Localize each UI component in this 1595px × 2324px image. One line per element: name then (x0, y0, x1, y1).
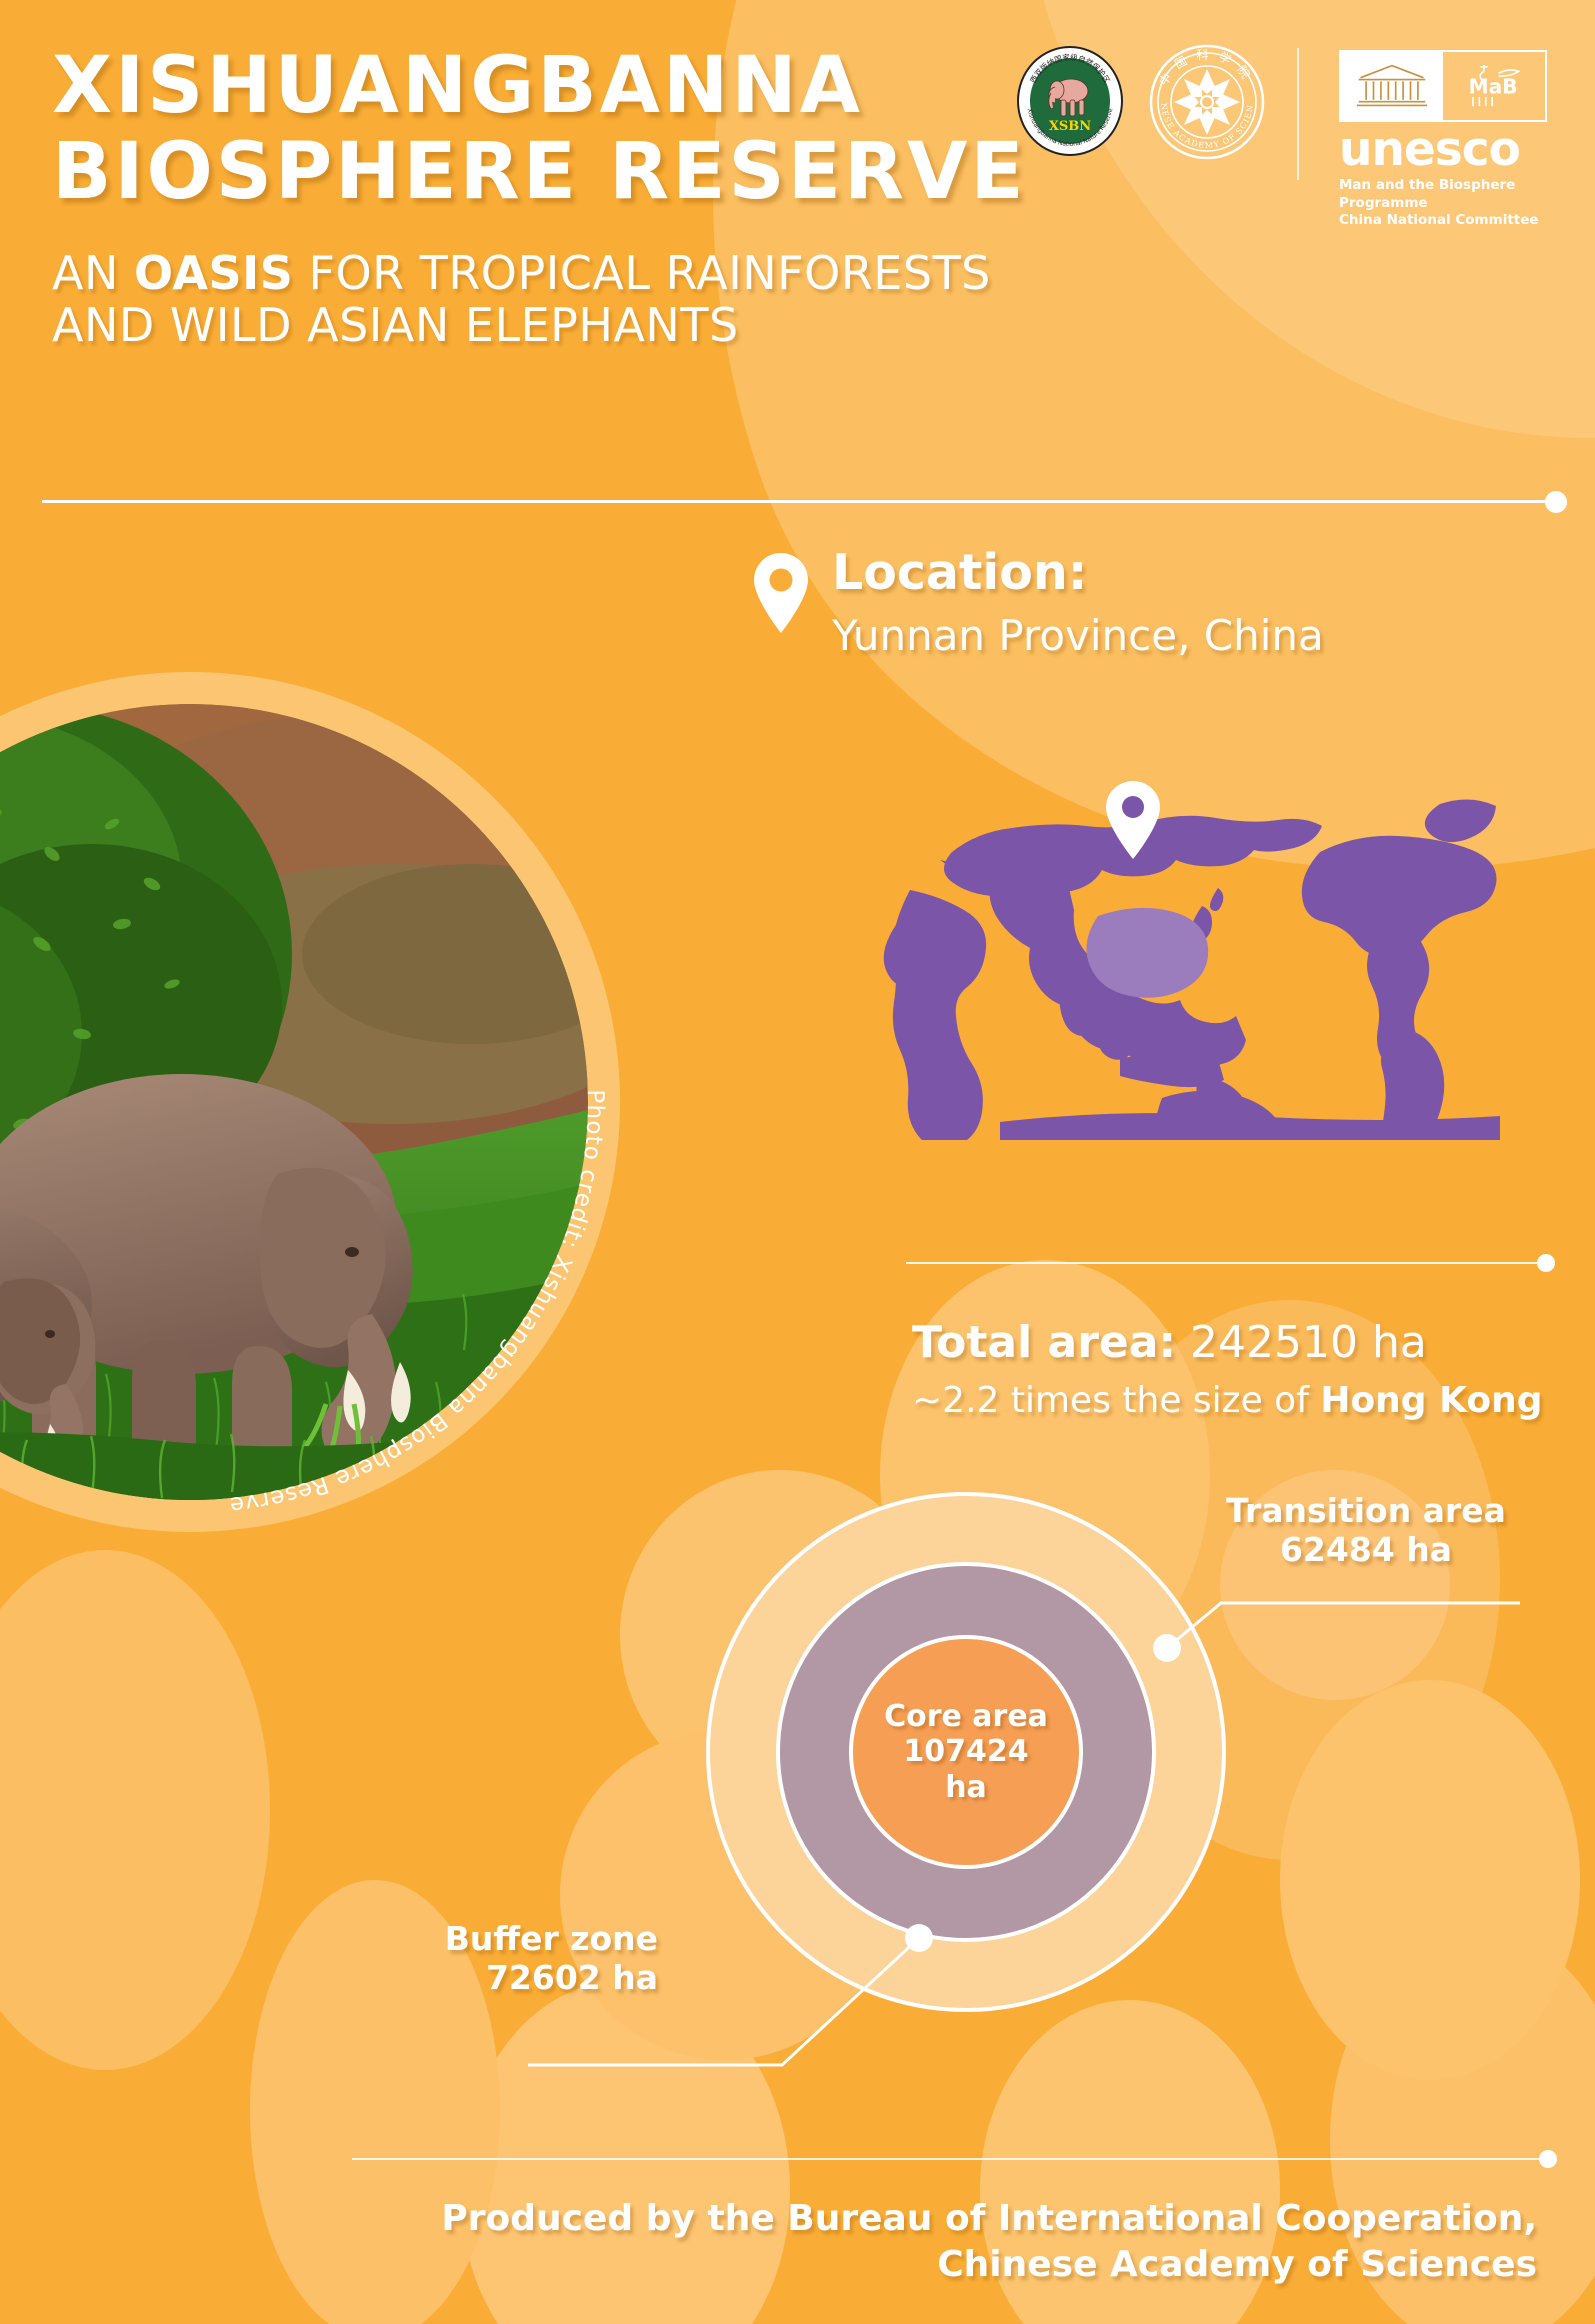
xsbn-logo: XSBN 西双版纳国家级自然保护区 Xishuangbanna National… (1015, 46, 1125, 156)
zone-core-unit: ha (945, 1769, 987, 1805)
zone-transition-value: 62484 ha (1279, 1529, 1453, 1569)
world-map (880, 740, 1500, 1186)
page-title: XISHUANGBANNA BIOSPHERE RESERVE (52, 47, 1072, 218)
zone-buffer-label: Buffer zone 72602 ha (358, 1919, 658, 1998)
map-pin-icon (752, 552, 810, 634)
location-block: Location: Yunnan Province, China (752, 548, 1324, 659)
total-area-block: Total area: 242510 ha ~2.2 times the siz… (912, 1317, 1562, 1422)
divider-bottom (352, 2150, 1557, 2168)
total-area-line: Total area: 242510 ha (912, 1317, 1562, 1369)
zone-core-circle: Core area 107424 ha (849, 1635, 1083, 1869)
svg-text:XSBN: XSBN (1049, 119, 1091, 134)
location-value: Yunnan Province, China (832, 611, 1324, 660)
title-line-2: BIOSPHERE RESERVE (52, 127, 1027, 218)
unesco-temple-icon (1341, 52, 1443, 120)
location-label: Location: (832, 544, 1088, 601)
subtitle-emphasis: OASIS (134, 245, 294, 300)
unesco-tagline-line-3: China National Committee (1339, 212, 1539, 229)
comparison-prefix: ~2.2 times the size of (912, 1379, 1321, 1421)
comparison-emphasis: Hong Kong (1320, 1379, 1543, 1421)
divider-dot (1539, 2150, 1557, 2168)
zone-buffer-title: Buffer zone (444, 1919, 658, 1958)
zone-transition-label: Transition area 62484 ha (1196, 1491, 1536, 1570)
zone-core-title: Core area (884, 1698, 1048, 1734)
logo-row: XSBN 西双版纳国家级自然保护区 Xishuangbanna National… (1015, 35, 1549, 230)
footer-line-2: Chinese Academy of Sciences (937, 2244, 1537, 2286)
unesco-logo: MaB unesco Man and the Biosphere Program… (1339, 50, 1549, 230)
map-pin-icon (1105, 780, 1161, 860)
transition-callout-line (1166, 1601, 1520, 1650)
subtitle-prefix: AN (52, 245, 134, 300)
title-block: XISHUANGBANNA BIOSPHERE RESERVE AN OASIS… (52, 47, 1072, 352)
location-text: Location: Yunnan Province, China (832, 548, 1324, 659)
zone-diagram: Core area 107424 ha (706, 1492, 1266, 2072)
mab-icon: MaB (1443, 52, 1545, 120)
unesco-wordmark: unesco (1339, 122, 1521, 177)
total-area-value: 242510 ha (1190, 1317, 1427, 1368)
subtitle-suffix: FOR TROPICAL RAINFORESTS AND WILD ASIAN … (52, 245, 991, 353)
unesco-tagline-line-2: Programme (1339, 194, 1428, 211)
elephant-photo (0, 704, 588, 1500)
footer: Produced by the Bureau of International … (0, 2196, 1537, 2288)
unesco-tagline-line-1: Man and the Biosphere (1339, 177, 1516, 193)
unesco-tagline: Man and the Biosphere Programme China Na… (1339, 177, 1549, 230)
chinese-academy-of-sciences-logo: 中国科学院 CHINESE ACADEMY OF SCIENCES (1143, 35, 1267, 162)
total-area-label: Total area: (912, 1317, 1177, 1368)
total-area-comparison: ~2.2 times the size of Hong Kong (912, 1379, 1562, 1422)
divider-dot (1537, 1254, 1555, 1272)
zone-transition-title: Transition area (1226, 1491, 1506, 1530)
title-line-1: XISHUANGBANNA (52, 41, 863, 131)
buffer-callout-line (528, 1936, 921, 2067)
zone-core-label: Core area 107424 ha (884, 1699, 1048, 1805)
divider-top (42, 490, 1567, 513)
footer-line-1: Produced by the Bureau of International … (441, 2198, 1537, 2239)
logo-separator (1297, 48, 1299, 180)
divider-dot (1545, 490, 1567, 513)
page-subtitle: AN OASIS FOR TROPICAL RAINFORESTS AND WI… (52, 247, 1072, 352)
divider-middle (906, 1254, 1555, 1272)
zone-core-value: 107424 (903, 1734, 1029, 1770)
unesco-mark-boxes: MaB (1339, 50, 1547, 122)
svg-text:MaB: MaB (1469, 74, 1518, 98)
zone-buffer-value: 72602 ha (485, 1957, 658, 1997)
